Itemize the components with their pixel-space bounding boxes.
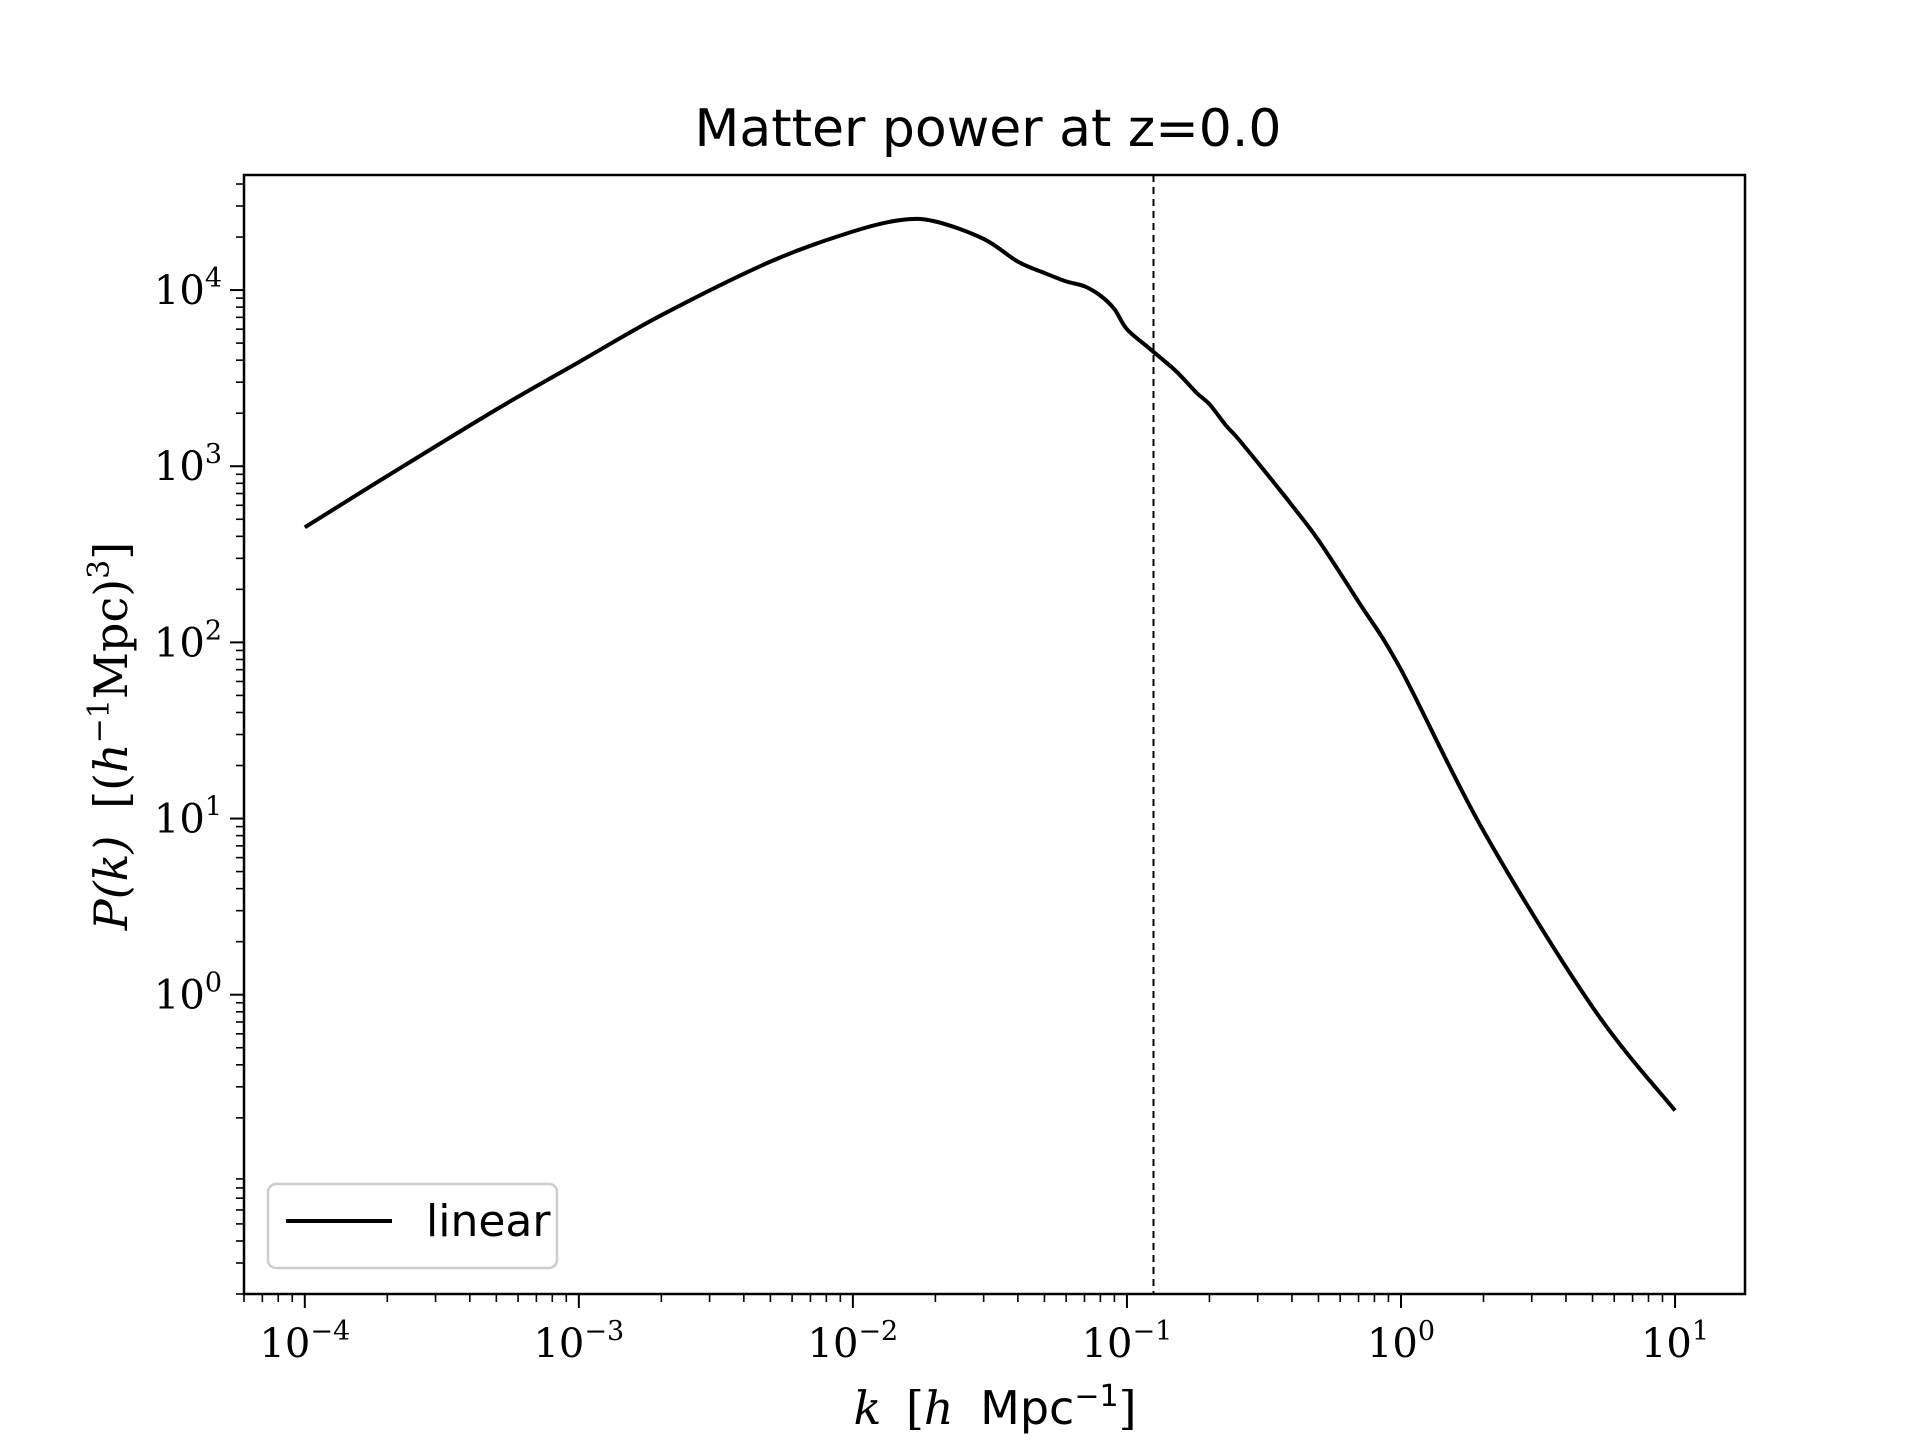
y-tick-label: 104 <box>154 263 222 314</box>
x-tick-label: 10−3 <box>533 1316 624 1367</box>
x-tick-label: 10−2 <box>808 1316 899 1367</box>
series-line-linear <box>303 216 1677 1112</box>
y-tick-label: 103 <box>154 439 222 490</box>
plot-area <box>303 175 1677 1294</box>
y-tick-label: 102 <box>154 615 222 666</box>
x-tick-label: 100 <box>1367 1316 1435 1367</box>
y-tick-label: 101 <box>154 792 222 843</box>
y-axis-label: P(k) [(h−1Mpc)3] <box>82 542 138 931</box>
axis-ticks: 10−4 10−3 10−2 10−1 100 101 100 101 102 103 104 <box>154 183 1709 1367</box>
legend: linear <box>266 1182 559 1270</box>
axes-frame <box>242 173 1747 1296</box>
x-tick-label: 101 <box>1641 1316 1709 1367</box>
x-tick-label: 10−1 <box>1082 1316 1173 1367</box>
x-tick-label: 10−4 <box>259 1316 350 1367</box>
x-axis-label: k [h Mpc−1] <box>853 1379 1136 1435</box>
y-tick-label: 100 <box>154 968 222 1019</box>
chart-title: Matter power at z=0.0 <box>694 99 1281 159</box>
legend-box <box>266 1182 559 1270</box>
legend-label-linear: linear <box>426 1196 551 1247</box>
